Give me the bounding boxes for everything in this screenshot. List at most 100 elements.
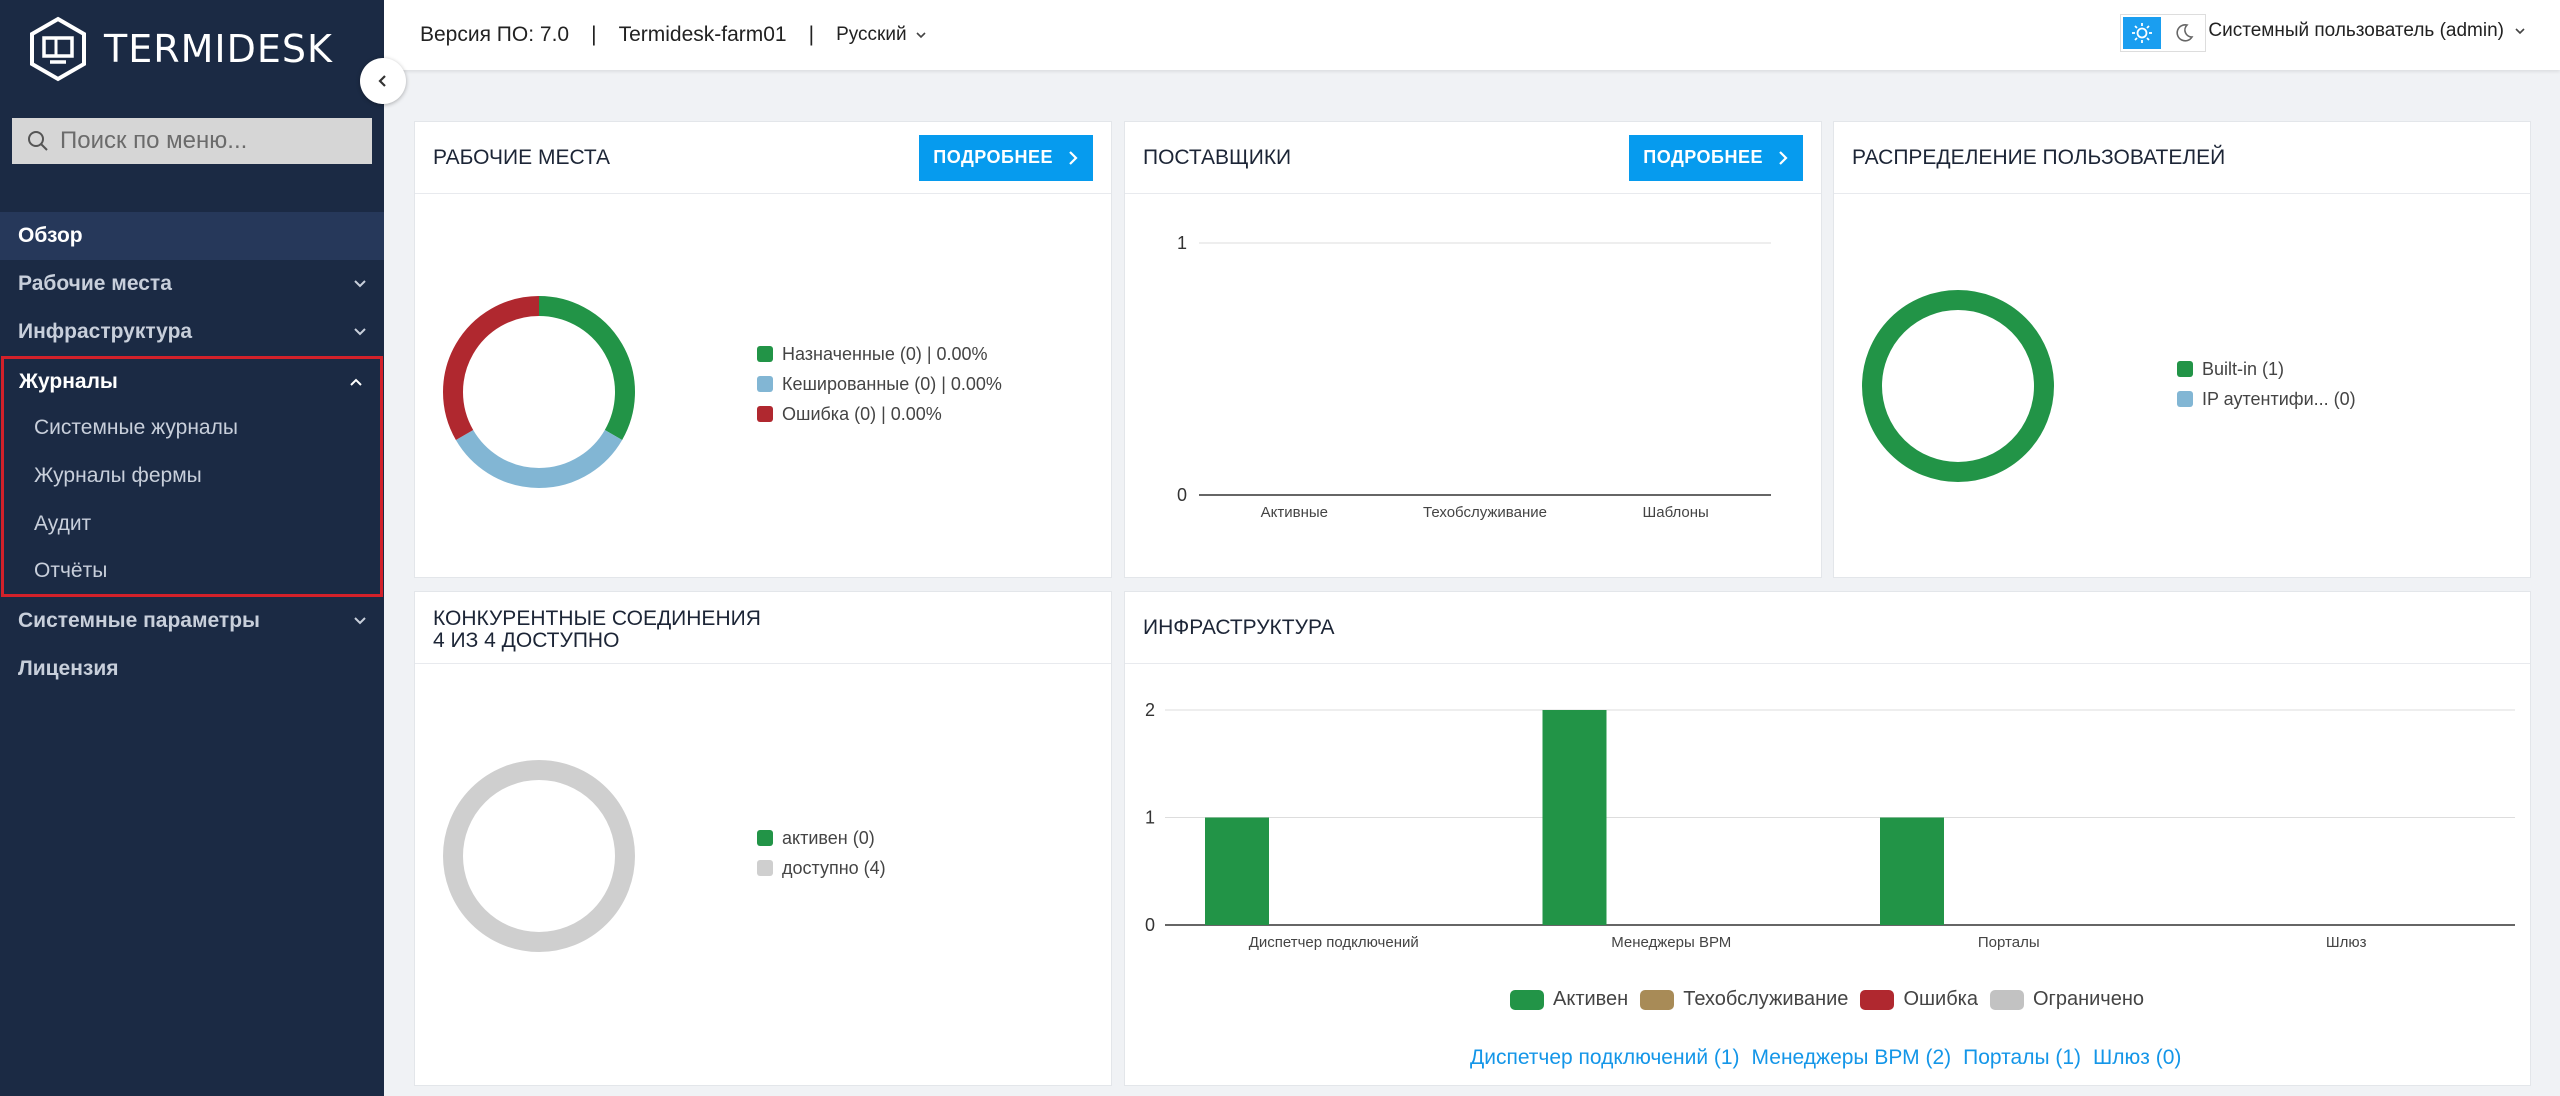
infrastructure-chart: 0 1 2 Диспетчер подключений Менеджеры ВРМ Пор… bbox=[1145, 700, 2515, 951]
dark-theme-button[interactable] bbox=[2163, 15, 2205, 51]
user-name: Системный пользователь (admin) bbox=[2208, 20, 2504, 41]
legend-swatch bbox=[757, 376, 773, 392]
providers-chart: 0 1 Активные Техобслуживание Шаблоны bbox=[1177, 233, 1771, 521]
nav-overview[interactable]: Обзор bbox=[0, 212, 384, 260]
nav-reports-label: Отчёты bbox=[34, 559, 108, 582]
x-tick-label: Порталы bbox=[1978, 934, 2040, 951]
legend-cached: Кешированные (0) | 0.00% bbox=[782, 373, 1002, 394]
chevron-down-icon bbox=[2515, 28, 2525, 35]
nav-farm-logs[interactable]: Журналы фермы bbox=[4, 452, 380, 500]
y-tick-label: 1 bbox=[1177, 233, 1187, 253]
language-label: Русский bbox=[836, 24, 907, 45]
providers-details-button[interactable]: ПОДРОБНЕЕ bbox=[1629, 134, 1803, 181]
search-icon bbox=[28, 131, 48, 151]
x-tick-label: Активные bbox=[1261, 504, 1328, 521]
logo[interactable]: TERMIDESK bbox=[28, 14, 333, 84]
link-gateway[interactable]: Шлюз (0) bbox=[2093, 1046, 2182, 1069]
nav-license[interactable]: Лицензия bbox=[0, 645, 384, 693]
chevron-right-icon bbox=[1069, 150, 1078, 165]
chevron-right-icon bbox=[1779, 150, 1788, 165]
header-separator: | bbox=[808, 23, 815, 46]
legend-builtin: Built-in (1) bbox=[2202, 358, 2285, 379]
slice-available bbox=[443, 760, 635, 952]
link-portals[interactable]: Порталы (1) bbox=[1963, 1046, 2082, 1069]
nav-system-params-label: Системные параметры bbox=[18, 609, 260, 632]
nav-overview-label: Обзор bbox=[18, 224, 83, 247]
sidebar: TERMIDESK Обзор Рабочие места Инфраструк… bbox=[0, 0, 384, 1096]
bar bbox=[1880, 817, 1944, 925]
legend-ip-auth: IP аутентифи... (0) bbox=[2202, 388, 2356, 409]
connections-legend: активен (0) доступно (4) bbox=[757, 823, 886, 883]
slice-assigned bbox=[538, 296, 635, 440]
nav-system-logs-label: Системные журналы bbox=[34, 416, 238, 439]
legend-available: доступно (4) bbox=[782, 857, 886, 878]
legend-swatch bbox=[757, 830, 773, 846]
nav-audit[interactable]: Аудит bbox=[4, 500, 380, 548]
chevron-down-icon bbox=[354, 280, 366, 288]
users-donut bbox=[1862, 290, 2054, 482]
legend-swatch bbox=[2177, 361, 2193, 377]
y-tick-label: 2 bbox=[1145, 700, 1155, 720]
nav-system-logs[interactable]: Системные журналы bbox=[4, 404, 380, 452]
collapse-sidebar-button[interactable] bbox=[360, 58, 406, 104]
moon-icon bbox=[2176, 24, 2194, 42]
link-connection-dispatcher[interactable]: Диспетчер подключений (1) bbox=[1470, 1046, 1740, 1069]
connections-card: КОНКУРЕНТНЫЕ СОЕДИНЕНИЯ 4 ИЗ 4 ДОСТУПНО … bbox=[414, 591, 1112, 1086]
bar bbox=[1542, 710, 1607, 925]
nav-logs[interactable]: Журналы bbox=[4, 359, 380, 404]
nav-system-params[interactable]: Системные параметры bbox=[0, 597, 384, 645]
nav-reports[interactable]: Отчёты bbox=[4, 548, 380, 594]
link-vrm-managers[interactable]: Менеджеры ВРМ (2) bbox=[1751, 1046, 1952, 1069]
logo-icon bbox=[30, 16, 86, 82]
light-theme-button[interactable] bbox=[2123, 17, 2161, 49]
legend-infra-error[interactable]: Ошибка bbox=[1903, 988, 1978, 1010]
providers-card: ПОСТАВЩИКИ ПОДРОБНЕЕ 0 1 Активные Техобслуж… bbox=[1124, 121, 1822, 578]
legend-assigned: Назначенные (0) | 0.00% bbox=[782, 343, 988, 364]
users-legend: Built-in (1) IP аутентифи... (0) bbox=[2177, 354, 2356, 414]
x-tick-label: Шлюз bbox=[2326, 934, 2367, 951]
main-nav: Обзор Рабочие места Инфраструктура Журна… bbox=[0, 212, 384, 693]
legend-swatch bbox=[2177, 391, 2193, 407]
infrastructure-title: ИНФРАСТРУКТУРА bbox=[1143, 615, 1335, 639]
theme-switcher bbox=[2120, 14, 2206, 52]
legend-swatch bbox=[757, 346, 773, 362]
chevron-down-icon bbox=[354, 617, 366, 625]
chevron-up-icon bbox=[350, 378, 362, 386]
workplaces-details-button[interactable]: ПОДРОБНЕЕ bbox=[919, 134, 1093, 181]
user-menu[interactable]: Системный пользователь (admin) bbox=[2208, 20, 2526, 42]
legend-infra-active[interactable]: Активен bbox=[1553, 988, 1629, 1010]
menu-search[interactable] bbox=[12, 118, 372, 164]
legend-active: активен (0) bbox=[782, 827, 875, 848]
legend-infra-limited[interactable]: Ограничено bbox=[2032, 988, 2145, 1010]
y-tick-label: 0 bbox=[1177, 485, 1187, 505]
legend-swatch bbox=[1510, 989, 1544, 1010]
connections-subtitle: 4 ИЗ 4 ДОСТУПНО bbox=[433, 629, 620, 652]
sun-icon bbox=[2132, 23, 2152, 43]
nav-workplaces-label: Рабочие места bbox=[18, 272, 172, 295]
workplaces-legend: Назначенные (0) | 0.00% Кешированные (0)… bbox=[757, 339, 1002, 429]
slice-cached bbox=[455, 429, 623, 488]
users-title: РАСПРЕДЕЛЕНИЕ ПОЛЬЗОВАТЕЛЕЙ bbox=[1852, 145, 2226, 169]
nav-logs-group: Журналы Системные журналы Журналы фермы … bbox=[1, 356, 383, 597]
x-tick-label: Техобслуживание bbox=[1423, 504, 1547, 521]
chevron-left-icon bbox=[378, 75, 386, 87]
infrastructure-links: Диспетчер подключений (1) Менеджеры ВРМ … bbox=[1470, 1046, 2181, 1070]
chevron-down-icon bbox=[354, 328, 366, 336]
header-separator: | bbox=[591, 23, 597, 46]
nav-workplaces[interactable]: Рабочие места bbox=[0, 260, 384, 308]
legend-swatch bbox=[1640, 989, 1675, 1010]
search-input[interactable] bbox=[60, 127, 360, 155]
software-version: Версия ПО: 7.0 bbox=[420, 23, 570, 46]
providers-title: ПОСТАВЩИКИ bbox=[1143, 145, 1292, 169]
slice-error bbox=[443, 296, 540, 441]
x-tick-label: Менеджеры ВРМ bbox=[1611, 934, 1731, 951]
connections-donut bbox=[443, 760, 635, 952]
legend-infra-maintenance[interactable]: Техобслуживание bbox=[1683, 988, 1849, 1010]
nav-infrastructure[interactable]: Инфраструктура bbox=[0, 308, 384, 356]
slice-builtin bbox=[1862, 290, 2054, 482]
workplaces-details-label: ПОДРОБНЕЕ bbox=[933, 147, 1053, 167]
bar bbox=[1205, 817, 1269, 925]
logo-text: TERMIDESK bbox=[104, 27, 333, 71]
chevron-down-icon bbox=[916, 32, 926, 39]
language-select[interactable]: Русский bbox=[836, 24, 927, 46]
